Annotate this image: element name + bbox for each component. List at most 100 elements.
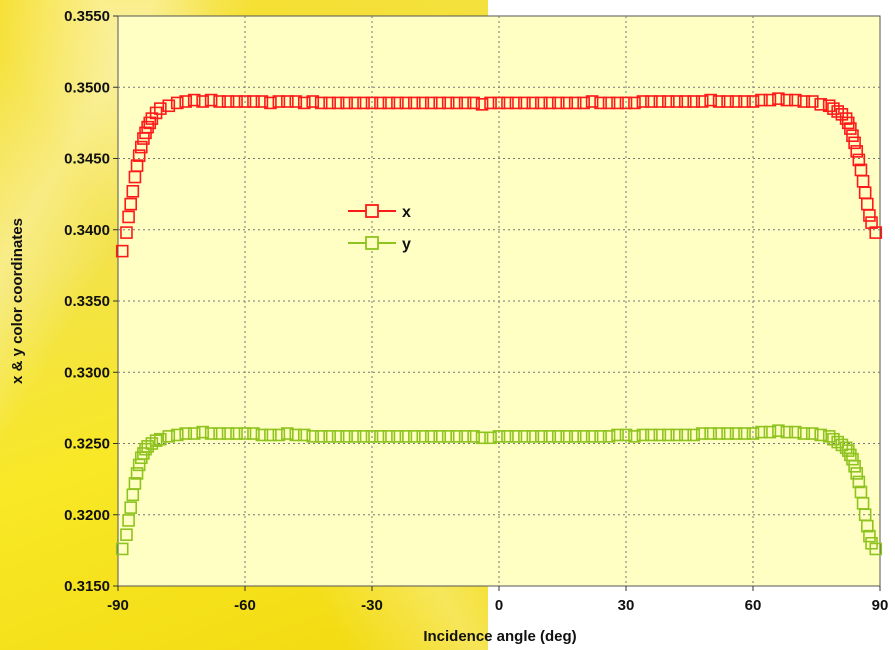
- data-point-y: [789, 425, 802, 439]
- data-point-y: [611, 428, 624, 442]
- y-tick-label: 0.3400: [64, 222, 110, 239]
- y-tick-label: 0.3250: [64, 436, 110, 453]
- data-point-y: [653, 428, 667, 442]
- data-point-y: [484, 431, 497, 445]
- series-y: [115, 424, 883, 556]
- data-point-y: [695, 427, 709, 440]
- data-point-x: [863, 209, 876, 222]
- data-point-x: [221, 95, 235, 108]
- data-point-y: [134, 451, 148, 465]
- data-point-x: [306, 95, 320, 108]
- data-point-x: [653, 95, 667, 108]
- data-point-x: [170, 96, 184, 110]
- data-point-y: [670, 428, 684, 442]
- data-point-y: [729, 427, 743, 440]
- data-point-y: [124, 501, 137, 514]
- axes-ticks: -90 -60 -30 0 30 60 90 0.3150 0.3200 0.3250 0.3300…: [64, 8, 888, 614]
- data-point-y: [636, 428, 650, 442]
- data-point-x: [323, 96, 336, 110]
- data-point-y: [187, 427, 201, 440]
- data-point-x: [585, 95, 599, 108]
- data-point-y: [130, 467, 144, 480]
- data-point-x: [695, 95, 709, 108]
- data-point-y: [518, 430, 531, 443]
- data-point-x: [247, 95, 260, 108]
- data-point-y: [543, 430, 557, 443]
- y-tick-label: 0.3500: [64, 79, 110, 96]
- data-point-y: [805, 427, 819, 440]
- data-point-x: [399, 96, 413, 110]
- data-point-x: [272, 95, 286, 108]
- data-point-y: [154, 432, 167, 446]
- data-point-x: [391, 96, 404, 110]
- data-point-y: [170, 428, 184, 442]
- data-point-x: [348, 96, 362, 110]
- legend-item-y: y: [348, 236, 411, 253]
- data-point-y: [162, 430, 176, 443]
- legend-label: y: [402, 236, 411, 253]
- data-point-y: [408, 430, 421, 443]
- data-point-x: [712, 95, 726, 108]
- data-point-x: [848, 136, 861, 150]
- data-point-y: [772, 424, 785, 437]
- data-point-y: [122, 514, 135, 527]
- data-point-y: [568, 430, 582, 443]
- data-point-x: [721, 95, 734, 108]
- data-point-y: [780, 425, 794, 439]
- data-point-x: [458, 96, 472, 110]
- data-point-x: [289, 95, 303, 108]
- data-point-y: [340, 430, 353, 443]
- data-point-x: [467, 96, 480, 110]
- data-point-x: [264, 96, 277, 110]
- data-point-x: [772, 92, 785, 105]
- data-point-x: [374, 96, 387, 110]
- data-point-y: [535, 430, 548, 443]
- data-point-y: [458, 430, 472, 443]
- y-tick-label: 0.3450: [64, 151, 110, 168]
- data-point-y: [850, 467, 864, 480]
- data-point-x: [124, 197, 137, 211]
- data-point-x: [577, 96, 590, 110]
- legend-label: x: [402, 204, 411, 221]
- data-point-x: [382, 96, 396, 110]
- data-point-x: [678, 95, 692, 108]
- data-point-y: [450, 430, 463, 443]
- data-point-x: [281, 95, 294, 108]
- data-point-y: [145, 437, 159, 450]
- data-point-y: [348, 430, 362, 443]
- data-point-x: [704, 93, 717, 107]
- data-point-x: [331, 96, 345, 110]
- data-point-y: [814, 428, 828, 442]
- data-point-y: [551, 430, 565, 443]
- data-point-y: [585, 430, 599, 443]
- data-point-y: [264, 428, 277, 442]
- data-point-x: [645, 95, 658, 108]
- data-point-x: [831, 105, 844, 118]
- data-point-x: [738, 95, 751, 108]
- data-point-x: [763, 93, 777, 107]
- data-point-y: [869, 542, 883, 556]
- data-point-y: [391, 430, 404, 443]
- x-tick-label: 0: [495, 597, 503, 614]
- data-point-y: [382, 430, 396, 443]
- legend-item-x: x: [348, 204, 411, 221]
- data-point-x: [568, 96, 582, 110]
- data-point-x: [365, 96, 379, 110]
- data-point-y: [797, 427, 811, 440]
- data-point-y: [848, 459, 861, 473]
- data-point-x: [670, 95, 684, 108]
- y-axis-title: x & y color coordinates: [9, 218, 26, 384]
- data-point-y: [863, 529, 876, 543]
- data-point-x: [662, 95, 675, 108]
- data-point-y: [204, 427, 218, 440]
- data-point-y: [374, 430, 387, 443]
- data-point-y: [357, 430, 370, 443]
- data-point-x: [797, 95, 811, 108]
- data-point-x: [149, 106, 163, 120]
- data-point-x: [204, 93, 218, 107]
- data-point-x: [196, 95, 209, 108]
- data-point-x: [551, 96, 565, 110]
- data-point-x: [852, 153, 866, 167]
- data-point-x: [636, 95, 650, 108]
- data-point-y: [852, 475, 866, 489]
